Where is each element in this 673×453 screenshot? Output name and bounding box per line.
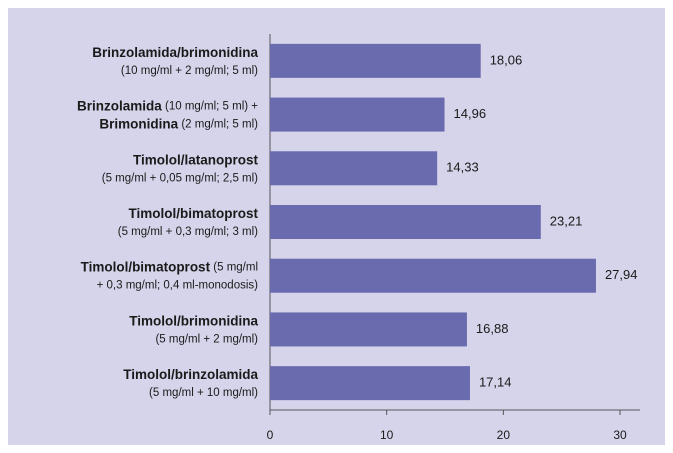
label-part: (5 mg/ml + 10 mg/ml) [149,387,258,399]
label-part: Brinzolamida/brimonidina [92,44,258,59]
x-tick-label: 20 [497,428,511,442]
category-label: Brimonidina (2 mg/ml; 5 ml) [99,116,258,131]
label-part: Timolol/brimonidina [129,313,258,328]
label-part: + 0,3 mg/ml; 0,4 ml-monodosis) [97,280,259,292]
category-label: (5 mg/ml + 10 mg/ml) [149,387,258,399]
label-part: Timolol/bimatoprost [81,259,211,274]
value-label: 14,33 [446,160,479,175]
category-label: (5 mg/ml + 0,3 mg/ml; 3 ml) [118,226,258,238]
label-part: Brinzolamida [77,98,162,113]
value-label: 23,21 [550,213,583,228]
label-part: (10 mg/ml + 2 mg/ml; 5 ml) [121,65,258,77]
value-label: 14,96 [454,106,487,121]
x-tick-label: 10 [380,428,394,442]
label-part: Timolol/brinzolamida [123,367,258,382]
category-label: Timolol/latanoprost [133,152,259,167]
bar [270,205,541,239]
category-label: Timolol/bimatoprost (5 mg/ml [81,259,258,274]
bar [270,312,467,347]
label-part: Timolol/latanoprost [133,152,259,167]
label-part: (2 mg/ml; 5 ml) [178,119,258,131]
label-part: (10 mg/ml; 5 ml) + [162,101,258,113]
value-label: 27,94 [605,267,638,282]
bar [270,366,470,401]
category-label: Brinzolamida (10 mg/ml; 5 ml) + [77,98,258,113]
category-label: Timolol/bimatoprost [128,206,258,221]
label-part: Brimonidina [99,116,178,131]
label-part: (5 mg/ml + 2 mg/ml) [155,333,258,345]
x-tick-label: 0 [267,428,274,442]
category-label: (10 mg/ml + 2 mg/ml; 5 ml) [121,65,258,77]
category-label: Timolol/brimonidina [129,313,258,328]
bar [270,151,438,186]
label-part: (5 mg/ml + 0,3 mg/ml; 3 ml) [118,226,258,238]
bar [270,258,596,293]
label-part: Timolol/bimatoprost [128,206,258,221]
category-label: (5 mg/ml + 2 mg/ml) [155,333,258,345]
category-label: Brinzolamida/brimonidina [92,44,258,59]
label-part: (5 mg/ml + 0,05 mg/ml; 2,5 ml) [102,172,258,184]
category-label: + 0,3 mg/ml; 0,4 ml-monodosis) [97,280,259,292]
x-tick-label: 30 [613,428,627,442]
bar [270,97,445,132]
value-label: 17,14 [479,375,512,390]
label-part: (5 mg/ml [210,262,258,274]
category-label: (5 mg/ml + 0,05 mg/ml; 2,5 ml) [102,172,258,184]
value-label: 18,06 [490,52,523,67]
value-label: 16,88 [476,321,509,336]
category-label: Timolol/brinzolamida [123,367,258,382]
bar [270,43,481,78]
